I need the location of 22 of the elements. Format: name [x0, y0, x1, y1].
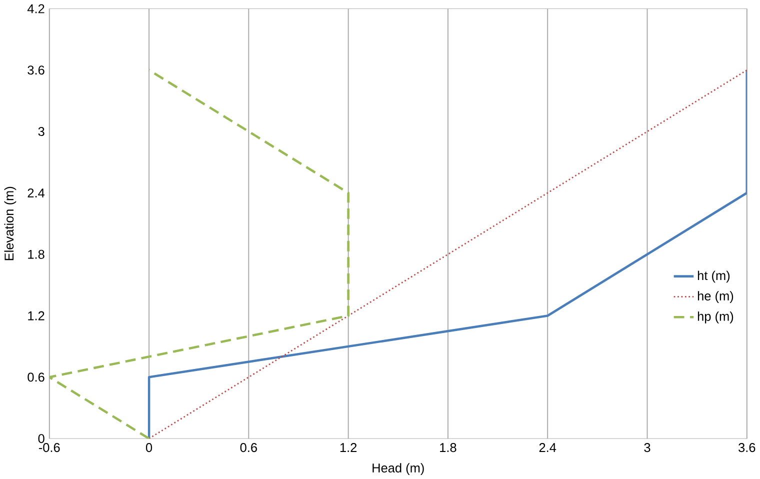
x-tick-label: -0.6	[38, 442, 60, 452]
y-tick-label: 0.6	[28, 372, 44, 382]
x-axis-title: Head (m)	[372, 463, 424, 475]
x-tick-label: 3	[644, 442, 650, 452]
y-tick-label: 2.4	[28, 188, 45, 198]
y-tick-label: 0	[38, 434, 44, 443]
legend-label: ht (m)	[698, 270, 730, 282]
x-tick-label: 0.6	[240, 442, 257, 452]
x-tick-label: 1.8	[440, 442, 456, 452]
line-series	[49, 68, 350, 438]
y-tick-label: 3	[38, 126, 44, 136]
x-tick-label: 1.2	[340, 442, 357, 452]
y-tick-label: 1.2	[28, 311, 44, 320]
y-tick-label: 4.2	[27, 4, 44, 14]
x-tick-label: 2.4	[539, 442, 556, 452]
y-tick-label: 3.6	[28, 65, 44, 75]
legend-label: he (m)	[698, 291, 734, 303]
x-tick-label: 0	[146, 442, 152, 452]
legend-label: hp (m)	[698, 311, 734, 324]
y-axis-title: Elevation (m)	[4, 186, 16, 260]
y-tick-label: 1.8	[28, 250, 44, 259]
x-tick-label: 3.6	[738, 442, 756, 452]
